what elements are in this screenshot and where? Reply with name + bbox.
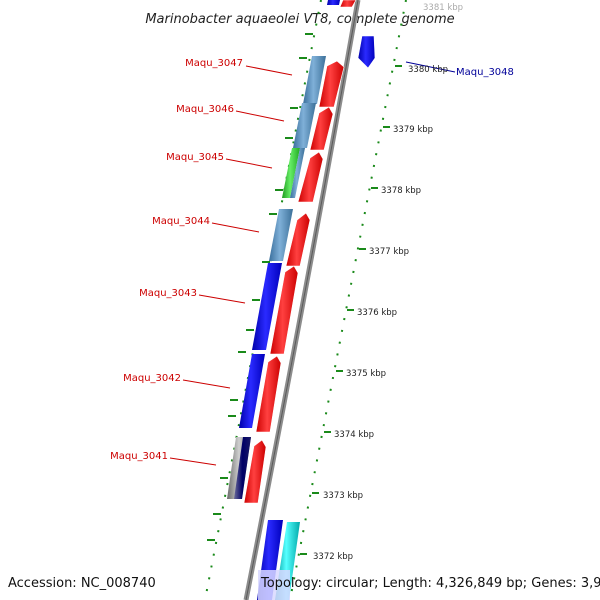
genome-backbone-shade [245,0,359,600]
gene-label-maqu-3045: Maqu_3045 [166,152,224,163]
gene-label-maqu-3046: Maqu_3046 [176,104,234,115]
gene-block-maqu-3042 [239,354,265,428]
gene-arrow-maqu-3047-rev [318,60,345,108]
scale-label-3377: 3377 kbp [369,247,409,257]
scale-label-3376: 3376 kbp [357,308,397,318]
inner-major-ticks [207,33,313,541]
gene-arrow-maqu-3045-rev [297,151,324,203]
gene-label-connectors [169,61,456,466]
gene-block-maqu-3047 [303,56,326,104]
scale-label-3375: 3375 kbp [346,369,386,379]
gene-block-maqu-3041b [234,437,251,499]
outer-major-ticks [300,65,402,555]
gene-block-top-blue [327,0,340,5]
gene-arrow-maqu-3041-rev [243,439,267,504]
gene-arrow-maqu-3048 [357,35,376,69]
topology-text: Topology: circular; Length: 4,326,849 bp… [260,576,600,591]
gene-block-maqu-3045b [290,148,305,198]
topology-highlight [258,570,290,600]
gene-arrow-maqu-3043-rev [269,265,299,355]
scale-label-3381: 3381 kbp [423,3,463,13]
scale-label-3373: 3373 kbp [323,491,363,501]
reverse-strand-genes [243,0,357,504]
gene-label-maqu-3041: Maqu_3041 [110,451,168,462]
scale-label-3372: 3372 kbp [313,552,353,562]
gene-label-maqu-3044: Maqu_3044 [152,216,210,227]
accession-text: Accession: NC_008740 [8,576,156,591]
scale-label-3379: 3379 kbp [393,125,433,135]
scale-label-3374: 3374 kbp [334,430,374,440]
gene-block-maqu-3044 [269,209,293,261]
scale-label-3380: 3380 kbp [408,65,448,75]
gene-arrow-top-rev [339,0,357,8]
gene-block-maqu-3046 [293,103,316,148]
gene-block-maqu-3045 [282,148,300,198]
scale-label-3378: 3378 kbp [381,186,421,196]
gene-label-maqu-3042: Maqu_3042 [123,373,181,384]
forward-strand-genes [227,0,376,600]
gene-arrow-maqu-3042-rev [255,355,282,433]
map-title: Marinobacter aquaeolei VT8, complete gen… [145,12,454,27]
gene-label-maqu-3043: Maqu_3043 [139,288,197,299]
gene-arrow-maqu-3044-rev [285,212,311,267]
gene-block-maqu-3043 [252,263,282,350]
gene-arrow-maqu-3046-rev [309,106,334,151]
gene-label-maqu-3047: Maqu_3047 [185,58,243,69]
gene-label-maqu-3048: Maqu_3048 [456,67,514,78]
